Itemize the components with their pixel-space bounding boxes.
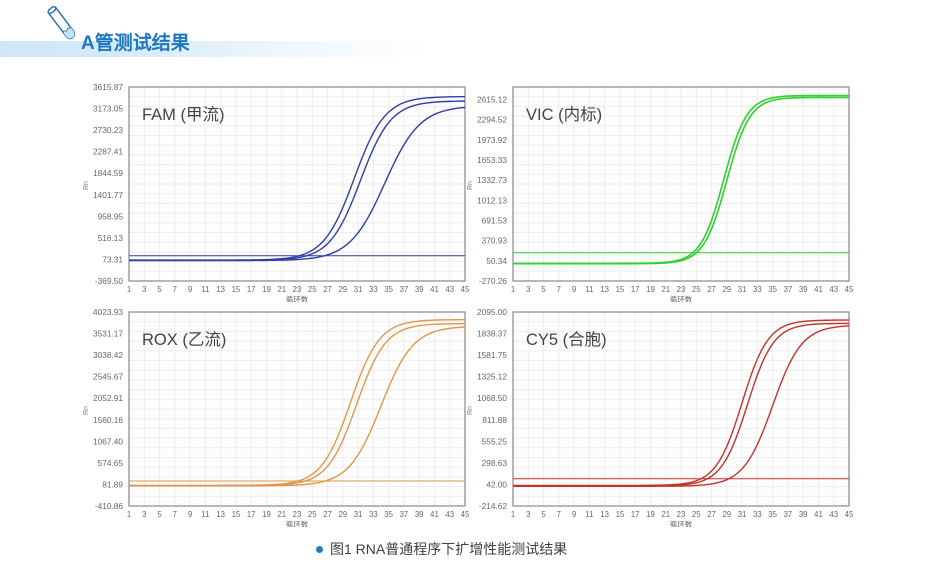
svg-text:2095.00: 2095.00 <box>477 307 507 317</box>
svg-text:1844.59: 1844.59 <box>93 168 123 178</box>
svg-text:27: 27 <box>323 510 332 519</box>
svg-text:15: 15 <box>616 510 625 519</box>
svg-text:42.00: 42.00 <box>486 479 507 489</box>
svg-text:1012.13: 1012.13 <box>477 195 507 205</box>
svg-text:1068.50: 1068.50 <box>477 393 507 403</box>
svg-text:FAM (甲流): FAM (甲流) <box>142 105 225 124</box>
svg-text:13: 13 <box>600 510 609 519</box>
svg-text:7: 7 <box>173 510 177 519</box>
svg-text:-410.86: -410.86 <box>95 501 124 511</box>
svg-text:39: 39 <box>799 510 808 519</box>
svg-text:73.31: 73.31 <box>102 254 123 264</box>
svg-text:81.89: 81.89 <box>102 479 123 489</box>
svg-text:3038.42: 3038.42 <box>93 350 123 360</box>
svg-text:29: 29 <box>338 510 347 519</box>
svg-text:516.13: 516.13 <box>98 233 124 243</box>
svg-text:35: 35 <box>768 510 777 519</box>
svg-text:1325.12: 1325.12 <box>477 372 507 382</box>
svg-text:Rn: Rn <box>83 181 90 190</box>
svg-text:39: 39 <box>415 510 424 519</box>
svg-text:3: 3 <box>142 510 146 519</box>
svg-text:1332.73: 1332.73 <box>477 175 507 185</box>
svg-text:31: 31 <box>354 510 363 519</box>
svg-text:11: 11 <box>585 510 593 519</box>
svg-text:25: 25 <box>308 510 317 519</box>
svg-text:2287.41: 2287.41 <box>93 147 123 157</box>
svg-text:Rn: Rn <box>467 406 474 415</box>
svg-text:循环数: 循环数 <box>286 519 309 527</box>
svg-text:811.88: 811.88 <box>482 415 507 425</box>
svg-text:-369.50: -369.50 <box>95 276 124 286</box>
svg-text:41: 41 <box>814 510 823 519</box>
svg-text:21: 21 <box>277 510 286 519</box>
svg-text:50.34: 50.34 <box>486 256 507 266</box>
svg-text:-214.62: -214.62 <box>479 501 508 511</box>
svg-text:3531.17: 3531.17 <box>93 329 123 339</box>
svg-text:17: 17 <box>631 510 640 519</box>
svg-text:4023.93: 4023.93 <box>93 307 123 317</box>
svg-text:45: 45 <box>845 510 854 519</box>
svg-text:CY5 (合胞): CY5 (合胞) <box>526 330 607 349</box>
svg-text:1067.40: 1067.40 <box>93 436 123 446</box>
svg-text:ROX (乙流): ROX (乙流) <box>142 330 226 349</box>
svg-text:15: 15 <box>232 510 241 519</box>
svg-text:5: 5 <box>157 510 162 519</box>
svg-text:958.95: 958.95 <box>98 211 124 221</box>
svg-text:2545.67: 2545.67 <box>93 372 123 382</box>
svg-text:37: 37 <box>784 510 793 519</box>
svg-text:1401.77: 1401.77 <box>93 190 123 200</box>
svg-text:1973.92: 1973.92 <box>477 135 507 145</box>
svg-text:31: 31 <box>738 510 747 519</box>
svg-text:循环数: 循环数 <box>670 519 693 527</box>
svg-text:Rn: Rn <box>83 406 90 415</box>
svg-text:1581.75: 1581.75 <box>477 350 507 360</box>
svg-text:2294.52: 2294.52 <box>477 115 507 125</box>
svg-text:9: 9 <box>572 510 576 519</box>
svg-text:35: 35 <box>384 510 393 519</box>
svg-text:23: 23 <box>677 510 686 519</box>
svg-text:1: 1 <box>511 510 515 519</box>
svg-text:25: 25 <box>692 510 701 519</box>
svg-text:574.65: 574.65 <box>98 458 124 468</box>
svg-text:1560.16: 1560.16 <box>93 415 123 425</box>
svg-text:2052.91: 2052.91 <box>93 393 123 403</box>
svg-text:3: 3 <box>526 510 530 519</box>
svg-text:2615.12: 2615.12 <box>477 95 507 105</box>
svg-text:27: 27 <box>707 510 716 519</box>
svg-text:33: 33 <box>753 510 762 519</box>
svg-text:1653.33: 1653.33 <box>477 155 507 165</box>
svg-text:5: 5 <box>541 510 546 519</box>
svg-text:9: 9 <box>188 510 192 519</box>
svg-text:7: 7 <box>557 510 561 519</box>
svg-text:2730.23: 2730.23 <box>93 125 123 135</box>
svg-text:1: 1 <box>127 510 131 519</box>
svg-text:21: 21 <box>661 510 670 519</box>
svg-text:43: 43 <box>829 510 838 519</box>
svg-text:23: 23 <box>293 510 302 519</box>
svg-text:Rn: Rn <box>467 181 474 190</box>
svg-text:17: 17 <box>247 510 256 519</box>
svg-text:33: 33 <box>369 510 378 519</box>
svg-text:VIC (内标): VIC (内标) <box>526 105 602 124</box>
svg-text:370.93: 370.93 <box>482 236 508 246</box>
svg-text:3615.87: 3615.87 <box>93 82 123 92</box>
svg-text:19: 19 <box>262 510 271 519</box>
svg-text:19: 19 <box>646 510 655 519</box>
svg-text:13: 13 <box>216 510 225 519</box>
svg-text:691.53: 691.53 <box>482 216 508 226</box>
svg-text:29: 29 <box>722 510 731 519</box>
svg-text:41: 41 <box>430 510 439 519</box>
svg-text:1838.37: 1838.37 <box>477 329 507 339</box>
svg-text:11: 11 <box>201 510 209 519</box>
svg-text:37: 37 <box>400 510 409 519</box>
svg-text:298.63: 298.63 <box>482 458 508 468</box>
svg-text:3173.05: 3173.05 <box>93 104 123 114</box>
svg-text:-270.26: -270.26 <box>479 276 508 286</box>
svg-text:555.25: 555.25 <box>482 436 508 446</box>
